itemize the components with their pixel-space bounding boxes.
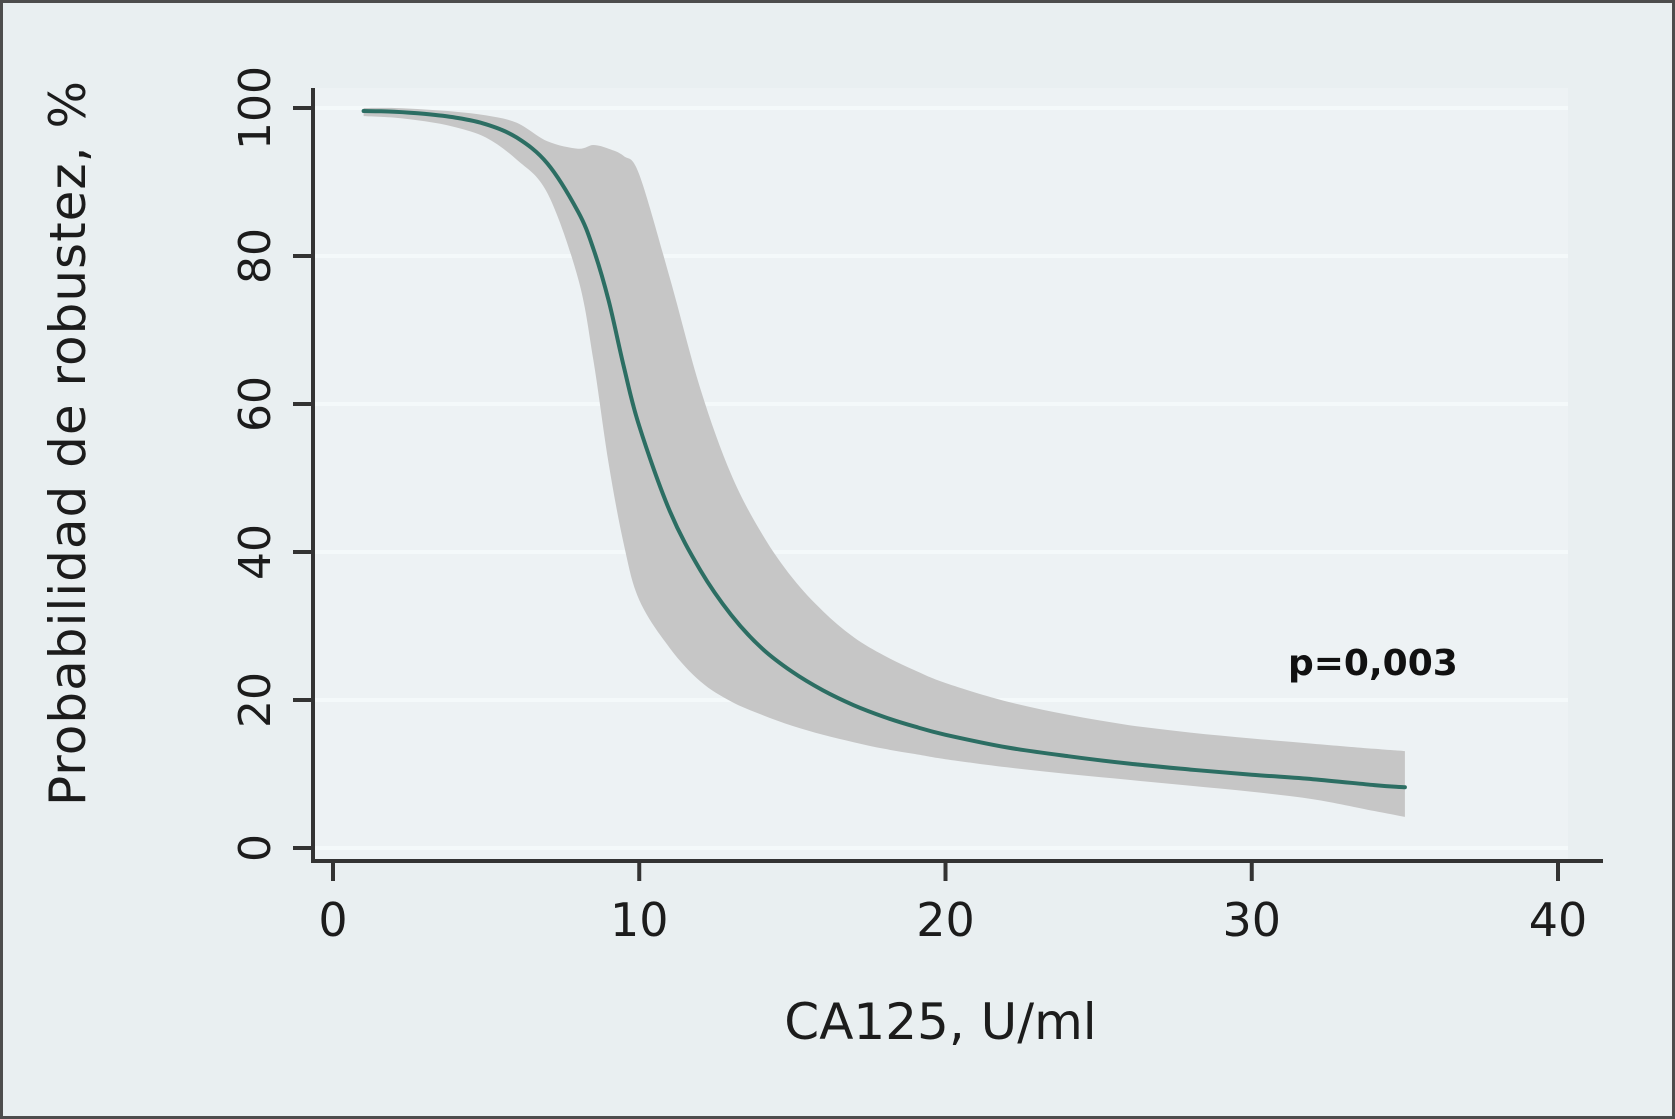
x-tick-label-20: 20: [916, 893, 975, 947]
x-tick-label-10: 10: [610, 893, 669, 947]
y-tick-label-60: 60: [230, 376, 281, 432]
confidence-band: [363, 107, 1405, 817]
y-tick-label-40: 40: [230, 524, 281, 580]
x-tick-label-30: 30: [1222, 893, 1281, 947]
y-tick-label-20: 20: [230, 672, 281, 728]
y-tick-label-0: 0: [230, 834, 281, 862]
y-tick-label-80: 80: [230, 228, 281, 284]
probability-curve-chart: 0 20 40 60 80 100 0 10 20 30 40: [230, 66, 1603, 947]
x-axis-title: CA125, U/ml: [784, 993, 1097, 1051]
y-axis-title-text: Probabilidad de robustez, %: [39, 80, 98, 806]
y-tick-label-100: 100: [230, 66, 281, 150]
x-tick-label-0: 0: [318, 893, 347, 947]
x-tick-label-40: 40: [1529, 893, 1588, 947]
fitted-line: [361, 109, 1407, 790]
p-value-annotation: p=0,003: [1288, 643, 1458, 684]
y-axis-title: Probabilidad de robustez, %: [13, 3, 123, 883]
